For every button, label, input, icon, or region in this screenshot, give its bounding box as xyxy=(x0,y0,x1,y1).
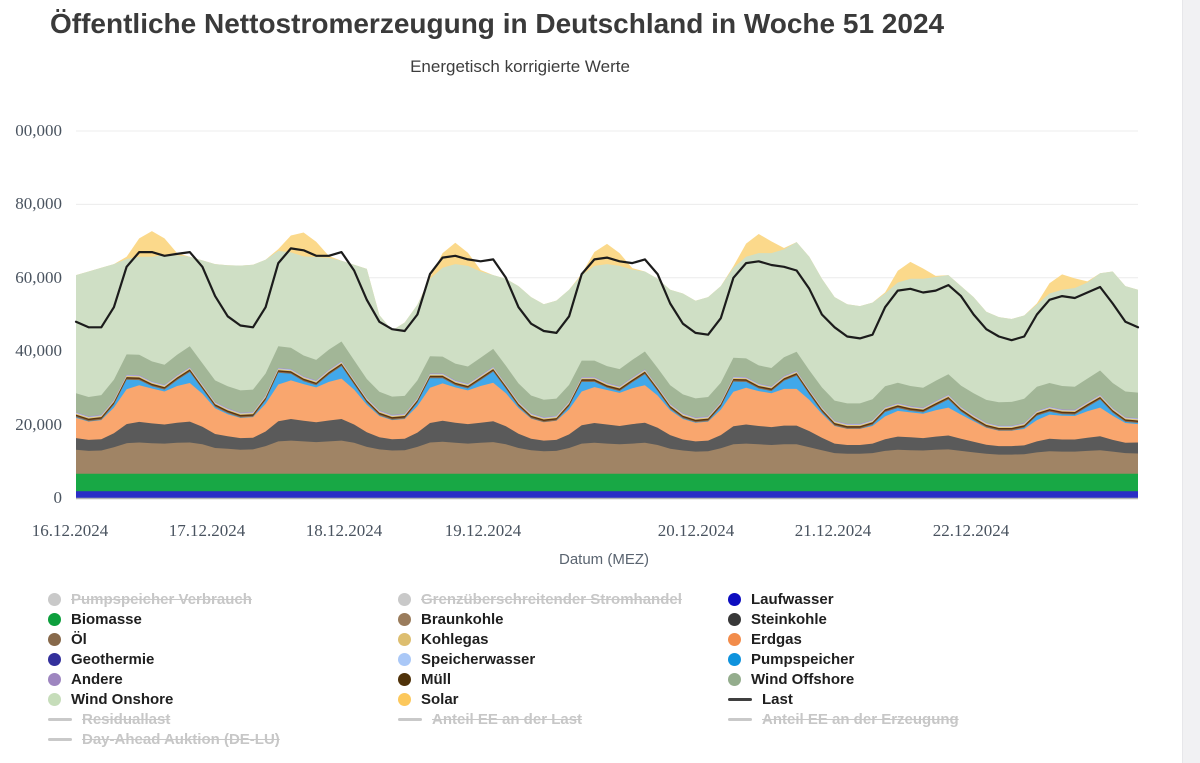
legend-item-label: Wind Offshore xyxy=(751,670,855,688)
legend-circle-icon xyxy=(398,692,411,706)
legend-item-label: Steinkohle xyxy=(751,610,827,628)
legend-circle-icon xyxy=(728,652,741,666)
legend-item-label: Biomasse xyxy=(71,610,142,628)
y-tick-label: 20,000 xyxy=(15,414,62,434)
legend-line-icon xyxy=(728,717,752,721)
legend-item-laufwasser[interactable]: Laufwasser xyxy=(728,589,959,609)
legend-item-andere[interactable]: Andere xyxy=(48,669,280,689)
legend-item-pumpspeicher[interactable]: Pumpspeicher xyxy=(728,649,959,669)
legend-item-öl[interactable]: Öl xyxy=(48,629,280,649)
x-tick-label: 18.12.2024 xyxy=(305,521,383,540)
legend-circle-icon xyxy=(48,592,61,606)
legend-circle-icon xyxy=(728,612,741,626)
legend-item-biomasse[interactable]: Biomasse xyxy=(48,609,280,629)
page-subtitle: Energetisch korrigierte Werte xyxy=(410,57,630,76)
legend-item-label: Grenzüberschreitender Stromhandel xyxy=(421,590,682,608)
legend-item-label: Erdgas xyxy=(751,630,802,648)
legend-circle-icon xyxy=(398,632,411,646)
legend-line-icon xyxy=(48,717,72,721)
legend-item-label: Öl xyxy=(71,630,87,648)
legend-item-label: Speicherwasser xyxy=(421,650,536,668)
x-tick-label: 20.12.2024 xyxy=(657,521,735,540)
legend-item-label: Geothermie xyxy=(71,650,155,668)
y-tick-label: 00,000 xyxy=(15,121,62,140)
legend-item-residuallast[interactable]: Residuallast xyxy=(48,709,280,729)
legend-item-steinkohle[interactable]: Steinkohle xyxy=(728,609,959,629)
legend-item-kohlegas[interactable]: Kohlegas xyxy=(398,629,682,649)
legend-item-label: Laufwasser xyxy=(751,590,834,608)
legend-circle-icon xyxy=(728,632,741,646)
legend-line-icon xyxy=(728,697,752,701)
legend-line-icon xyxy=(398,717,422,721)
legend-circle-icon xyxy=(48,652,61,666)
legend-item-label: Day-Ahead Auktion (DE-LU) xyxy=(82,730,280,748)
legend-item-grenzüberschreitender-stromhandel[interactable]: Grenzüberschreitender Stromhandel xyxy=(398,589,682,609)
legend-item-müll[interactable]: Müll xyxy=(398,669,682,689)
legend-item-label: Last xyxy=(762,690,793,708)
legend-item-wind-offshore[interactable]: Wind Offshore xyxy=(728,669,959,689)
legend-line-icon xyxy=(48,737,72,741)
x-axis-title: Datum (MEZ) xyxy=(559,551,649,568)
y-tick-label: 60,000 xyxy=(15,267,62,287)
page-scrollbar[interactable] xyxy=(1182,0,1200,763)
legend-item-label: Wind Onshore xyxy=(71,690,174,708)
legend-circle-icon xyxy=(398,592,411,606)
legend-circle-icon xyxy=(398,652,411,666)
x-tick-label: 21.12.2024 xyxy=(794,521,872,540)
legend-item-day-ahead-auktion-de-lu[interactable]: Day-Ahead Auktion (DE-LU) xyxy=(48,729,280,749)
legend-item-pumpspeicher-verbrauch[interactable]: Pumpspeicher Verbrauch xyxy=(48,589,280,609)
legend-item-label: Kohlegas xyxy=(421,630,489,648)
x-tick-label: 16.12.2024 xyxy=(31,521,109,540)
legend-column: Pumpspeicher Verbrauch Biomasse Öl Geotherm… xyxy=(48,589,280,749)
legend-circle-icon xyxy=(48,612,61,626)
area-series-laufwasser xyxy=(76,491,1138,498)
x-tick-label: 17.12.2024 xyxy=(168,521,246,540)
y-tick-label: 0 xyxy=(53,488,63,507)
legend-column: Grenzüberschreitender Stromhandel Braunko… xyxy=(398,589,682,729)
legend-circle-icon xyxy=(48,632,61,646)
page-title: Öffentliche Nettostromerzeugung in Deuts… xyxy=(50,8,945,39)
legend-item-erdgas[interactable]: Erdgas xyxy=(728,629,959,649)
x-tick-label: 22.12.2024 xyxy=(932,521,1010,540)
legend-item-geothermie[interactable]: Geothermie xyxy=(48,649,280,669)
legend-item-anteil-ee-an-der-last[interactable]: Anteil EE an der Last xyxy=(398,709,682,729)
legend-item-solar[interactable]: Solar xyxy=(398,689,682,709)
legend-circle-icon xyxy=(48,692,61,706)
legend-circle-icon xyxy=(728,672,741,686)
legend-item-label: Pumpspeicher Verbrauch xyxy=(71,590,252,608)
x-tick-label: 19.12.2024 xyxy=(444,521,522,540)
legend-item-label: Braunkohle xyxy=(421,610,504,628)
legend-item-wind-onshore[interactable]: Wind Onshore xyxy=(48,689,280,709)
legend-item-braunkohle[interactable]: Braunkohle xyxy=(398,609,682,629)
legend-item-label: Solar xyxy=(421,690,459,708)
legend-item-label: Pumpspeicher xyxy=(751,650,855,668)
legend-item-label: Residuallast xyxy=(82,710,171,728)
legend-circle-icon xyxy=(398,672,411,686)
legend-item-label: Anteil EE an der Erzeugung xyxy=(762,710,959,728)
line-series-last xyxy=(74,247,1140,342)
legend-item-last[interactable]: Last xyxy=(728,689,959,709)
legend-item-label: Anteil EE an der Last xyxy=(432,710,583,728)
legend-item-speicherwasser[interactable]: Speicherwasser xyxy=(398,649,682,669)
legend-item-label: Müll xyxy=(421,670,451,688)
legend-circle-icon xyxy=(728,592,741,606)
legend-circle-icon xyxy=(398,612,411,626)
legend-item-label: Andere xyxy=(71,670,123,688)
legend-circle-icon xyxy=(48,672,61,686)
legend-item-anteil-ee-an-der-erzeugung[interactable]: Anteil EE an der Erzeugung xyxy=(728,709,959,729)
legend-column: Laufwasser Steinkohle Erdgas Pumpspeicher Wi… xyxy=(728,589,959,729)
y-tick-label: 40,000 xyxy=(15,341,62,361)
y-tick-label: 80,000 xyxy=(15,194,62,214)
